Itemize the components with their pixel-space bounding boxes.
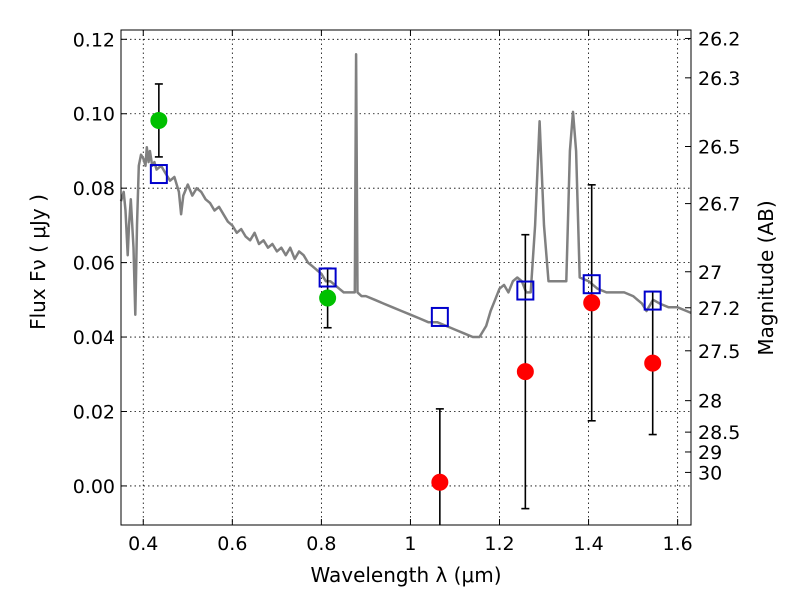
- model-flux-square: [516, 280, 535, 301]
- y-tick-label: 0.04: [73, 327, 115, 349]
- nondetection-point: [644, 354, 662, 372]
- x-tick-label: 1.6: [663, 533, 693, 555]
- plot-frame: [120, 29, 692, 526]
- nondetection-point: [583, 294, 601, 312]
- y-tick-label: 0.08: [73, 178, 115, 200]
- detection-point: [319, 289, 337, 307]
- model-flux-square: [318, 267, 337, 288]
- x-tick-label: 1.4: [573, 533, 603, 555]
- model-photometry-markers: [149, 164, 662, 327]
- magnitude-tick-label: 30: [698, 462, 722, 484]
- magnitude-tick-label: 26.5: [698, 136, 740, 158]
- magnitude-tick-label: 27.2: [698, 298, 740, 320]
- x-tick-label: 0.6: [217, 533, 247, 555]
- x-tick-label: 1: [404, 533, 416, 555]
- magnitude-tick-label: 28: [698, 391, 722, 413]
- tick-labels: 0.4 0.6 0.8 1 1.2 1.4 1.6 0.00 0.02 0.04 0.06 0.08 0…: [73, 28, 741, 555]
- magnitude-tick-label: 27.5: [698, 341, 740, 363]
- magnitude-axis-title: Magnitude (AB): [754, 200, 778, 355]
- magnitude-tick-label: 26.7: [698, 194, 740, 216]
- model-flux-square: [582, 274, 601, 295]
- y-tick-label: 0.12: [73, 29, 115, 51]
- grid-lines: [121, 30, 691, 525]
- nondetection-point: [431, 473, 449, 491]
- model-flux-square: [430, 306, 449, 327]
- x-tick-label: 0.8: [306, 533, 336, 555]
- x-tick-label: 1.2: [484, 533, 514, 555]
- y-tick-label: 0.02: [73, 401, 115, 423]
- y-tick-label: 0.00: [73, 476, 115, 498]
- x-axis-title: Wavelength λ (μm): [310, 563, 501, 587]
- observed-flux-markers: [150, 111, 662, 491]
- axis-ticks: [121, 30, 691, 525]
- model-sed: [119, 52, 692, 339]
- model-sed-line: [119, 52, 692, 339]
- magnitude-tick-label: 26.2: [698, 28, 740, 50]
- y-tick-label: 0.10: [73, 104, 115, 126]
- magnitude-tick-label: 28.5: [698, 422, 740, 444]
- detection-point: [150, 111, 168, 129]
- model-flux-square: [149, 164, 168, 185]
- magnitude-tick-label: 29: [698, 442, 722, 464]
- magnitude-tick-label: 27: [698, 262, 722, 284]
- model-flux-square: [643, 290, 662, 311]
- y-tick-label: 0.06: [73, 253, 115, 275]
- y-axis-title: Flux Fν ( μJy ): [26, 194, 50, 330]
- magnitude-tick-label: 26.3: [698, 68, 740, 90]
- x-tick-label: 0.4: [128, 533, 158, 555]
- nondetection-point: [516, 363, 534, 381]
